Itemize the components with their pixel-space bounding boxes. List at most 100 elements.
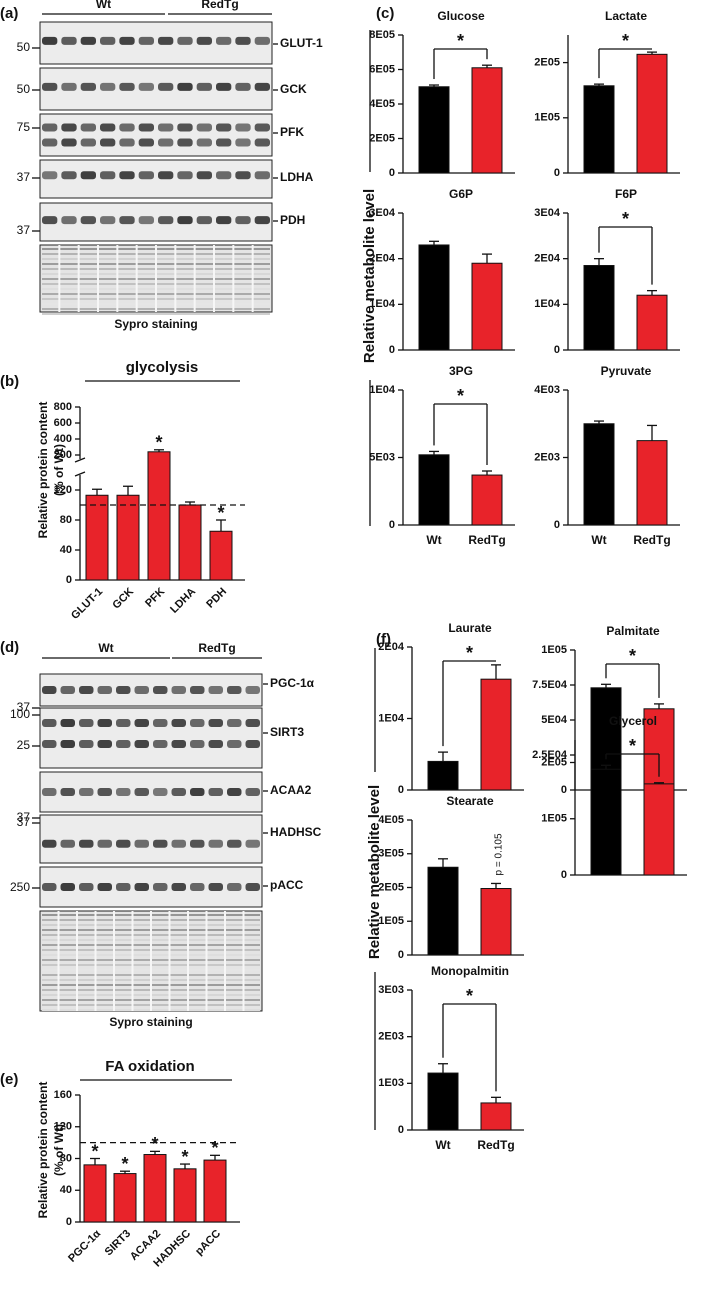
blot-band: [227, 740, 242, 748]
blot-band: [196, 138, 212, 147]
bar: [480, 888, 512, 956]
blot-band: [80, 171, 96, 180]
blot-band: [216, 171, 232, 180]
bar: [480, 1102, 512, 1131]
blot-panel: [39, 814, 263, 864]
blot-band: [153, 788, 168, 796]
chart-title: Laurate: [448, 621, 492, 635]
bar: [480, 678, 512, 791]
blot-band: [196, 36, 212, 45]
blot-label: SIRT3: [270, 725, 304, 739]
y-tick-label: 2E03: [534, 451, 560, 463]
blot-band: [97, 839, 112, 848]
blot-band: [60, 686, 75, 694]
blot-band: [245, 883, 260, 891]
blot-band: [119, 36, 135, 45]
y-tick-label: 80: [60, 514, 72, 526]
y-axis-label: (% of Wt): [52, 1124, 66, 1176]
blot-band: [227, 719, 242, 727]
y-tick-label: 1E04: [378, 712, 405, 724]
blot-band: [116, 719, 131, 727]
blot-band: [42, 788, 57, 796]
blot-band: [216, 216, 232, 225]
blot-band: [80, 216, 96, 225]
y-tick-label: 2E04: [378, 641, 405, 653]
blot-band: [100, 216, 116, 225]
x-tick-label: PDH: [204, 586, 229, 611]
y-tick-label: 0: [389, 167, 395, 179]
significance: *: [91, 1141, 98, 1161]
group-label: RedTg: [198, 641, 235, 655]
blot-band: [80, 123, 96, 132]
x-tick-label: Wt: [591, 533, 606, 547]
bar: [116, 494, 140, 581]
blot-band: [153, 719, 168, 727]
axis-break: [74, 457, 86, 463]
blot-band: [153, 883, 168, 891]
blot-band: [61, 123, 77, 132]
blot-band: [153, 686, 168, 694]
blot-band: [134, 839, 149, 848]
x-tick-label: Wt: [426, 533, 441, 547]
blot-band: [245, 788, 260, 796]
y-axis-label: (% of Wt): [52, 444, 66, 496]
blot-band: [216, 138, 232, 147]
blot-band: [196, 171, 212, 180]
blot-band: [138, 82, 154, 91]
blot-band: [42, 123, 58, 132]
blot-band: [196, 216, 212, 225]
blot-band: [79, 883, 94, 891]
y-tick-label: 200: [54, 449, 72, 461]
blot-panel: [39, 21, 273, 65]
marker-label: 37: [17, 810, 31, 824]
y-tick-label: 2E05: [378, 881, 404, 893]
significance: *: [457, 386, 464, 406]
blot-band: [245, 740, 260, 748]
blot-band: [42, 171, 58, 180]
blot-band: [190, 686, 205, 694]
chart-title: Palmitate: [606, 624, 660, 638]
blot-label: LDHA: [280, 170, 314, 184]
significance: *: [629, 646, 636, 666]
stain-label: Sypro staining: [114, 317, 197, 331]
blot-band: [79, 740, 94, 748]
bar: [590, 768, 622, 876]
blot-band: [138, 138, 154, 147]
marker-label: 25: [17, 738, 31, 752]
blot-band: [79, 719, 94, 727]
y-tick-label: 1E05: [378, 915, 404, 927]
blot-band: [42, 216, 58, 225]
blot-band: [61, 171, 77, 180]
bar: [583, 423, 615, 526]
blot-band: [235, 123, 251, 132]
chart-title: Stearate: [446, 794, 494, 808]
y-tick-label: 0: [398, 949, 404, 961]
blot-band: [134, 719, 149, 727]
blot-band: [208, 883, 223, 891]
blot-panel: [39, 673, 263, 707]
y-tick-label: 800: [54, 401, 72, 413]
panel-label: (e): [0, 1071, 18, 1088]
blot-band: [134, 883, 149, 891]
blot-band: [42, 686, 57, 694]
group-label: RedTg: [201, 0, 238, 11]
y-tick-label: 400: [54, 433, 72, 445]
y-tick-label: 120: [54, 484, 72, 496]
y-tick-label: 1E05: [534, 112, 560, 124]
y-tick-label: 4E05: [378, 814, 404, 826]
blot-label: ACAA2: [270, 783, 312, 797]
blot-band: [97, 883, 112, 891]
blot-band: [119, 216, 135, 225]
blot-label: PGC-1α: [270, 676, 315, 690]
marker-label: 37: [17, 700, 31, 714]
blot-band: [97, 788, 112, 796]
blot-band: [190, 740, 205, 748]
bar: [471, 474, 503, 526]
y-tick-label: 0: [554, 519, 560, 531]
blot-label: PDH: [280, 213, 305, 227]
chart-title: FA oxidation: [105, 1058, 194, 1075]
chart-title: Glucose: [437, 9, 485, 23]
y-tick-label: 0: [561, 784, 567, 796]
blot-band: [235, 216, 251, 225]
blot-band: [138, 36, 154, 45]
